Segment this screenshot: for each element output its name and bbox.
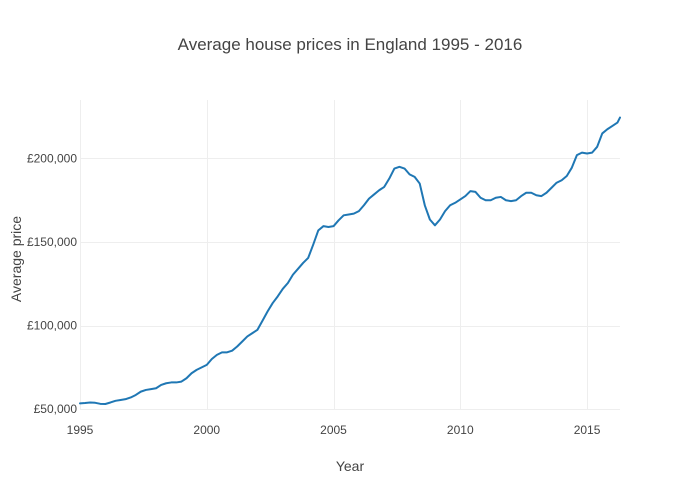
- x-axis-ticks: 1995 2000 2005 2010 2015: [67, 423, 601, 437]
- x-tick-label: 1995: [67, 423, 94, 437]
- x-tick-label: 2000: [193, 423, 220, 437]
- series-line-0: [79, 116, 621, 405]
- x-axis-title: Year: [336, 458, 365, 474]
- y-tick-label: £100,000: [27, 319, 77, 333]
- y-tick-label: £50,000: [34, 402, 78, 416]
- x-tick-label: 2010: [447, 423, 474, 437]
- x-tick-label: 2005: [320, 423, 347, 437]
- chart-title: Average house prices in England 1995 - 2…: [178, 35, 523, 54]
- grid-layer: [80, 100, 620, 410]
- x-tick-label: 2015: [574, 423, 601, 437]
- y-tick-label: £200,000: [27, 151, 77, 165]
- y-tick-label: £150,000: [27, 235, 77, 249]
- y-axis-title: Average price: [8, 216, 24, 302]
- y-axis-ticks: £50,000 £100,000 £150,000 £200,000: [27, 151, 77, 416]
- series-layer: [79, 116, 621, 405]
